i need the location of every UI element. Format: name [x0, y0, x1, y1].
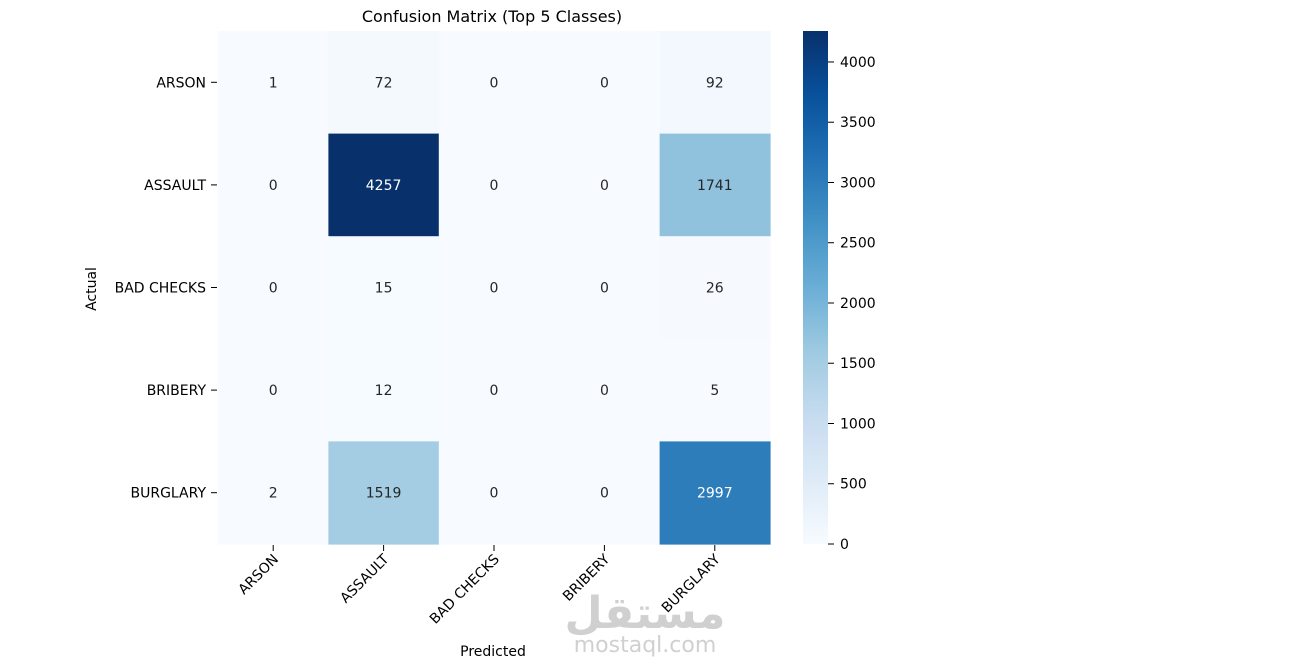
- colorbar-tick-label: 1000: [840, 416, 876, 432]
- heatmap-cell: [328, 133, 440, 237]
- heatmap-cell: [549, 31, 661, 135]
- heatmap-cell: [549, 338, 661, 442]
- x-axis-label: Predicted: [460, 644, 526, 660]
- heatmap-cell-value: 0: [600, 383, 609, 399]
- y-tick-label: ASSAULT: [144, 178, 206, 194]
- heatmap-cell: [659, 133, 771, 237]
- heatmap-cell: [328, 31, 440, 135]
- colorbar-tick-label: 500: [840, 477, 867, 493]
- chart-title: Confusion Matrix (Top 5 Classes): [362, 7, 622, 26]
- colorbar-tick-label: 1500: [840, 356, 876, 372]
- heatmap-cell-value: 0: [490, 75, 499, 91]
- watermark-logo-text: مستقل: [565, 588, 726, 639]
- heatmap-cell: [438, 236, 550, 340]
- colorbar-tick-label: 2500: [840, 236, 876, 252]
- heatmap-cell-value: 0: [269, 383, 278, 399]
- colorbar-tick-label: 3000: [840, 175, 876, 191]
- heatmap-cells: [218, 31, 771, 545]
- heatmap-cell-value: 0: [600, 75, 609, 91]
- heatmap-cell-value: 0: [600, 486, 609, 502]
- heatmap-cell-value: 26: [706, 281, 724, 297]
- heatmap-cell-value: 4257: [366, 178, 402, 194]
- heatmap-cell-value: 5: [710, 383, 719, 399]
- heatmap-cell: [438, 133, 550, 237]
- colorbar-tick-label: 3500: [840, 115, 876, 131]
- heatmap-cell: [328, 236, 440, 340]
- heatmap-cell-value: 92: [706, 75, 724, 91]
- heatmap-cell-value: 2: [269, 486, 278, 502]
- heatmap-cell-value: 1741: [697, 178, 733, 194]
- heatmap-cell: [659, 441, 771, 545]
- heatmap-cell-value: 1: [269, 75, 278, 91]
- heatmap-cell-value: 72: [375, 75, 393, 91]
- heatmap-cell-value: 0: [269, 281, 278, 297]
- heatmap-cell: [549, 236, 661, 340]
- colorbar-tick-label: 2000: [840, 296, 876, 312]
- heatmap-cell: [549, 441, 661, 545]
- heatmap-cell: [218, 338, 329, 442]
- heatmap-cell: [659, 338, 771, 442]
- y-axis-ticks: ARSON ASSAULT BAD CHECKS BRIBERY BURGLARY: [115, 75, 217, 502]
- heatmap-cell-value: 15: [375, 281, 393, 297]
- heatmap-cell-value: 12: [375, 383, 393, 399]
- heatmap-cell: [328, 441, 440, 545]
- heatmap-cell-value: 0: [490, 281, 499, 297]
- heatmap-cell: [218, 441, 329, 545]
- y-tick-label: ARSON: [156, 75, 206, 91]
- heatmap-cell: [438, 31, 550, 135]
- heatmap-cell: [328, 338, 440, 442]
- heatmap-cell: [218, 133, 329, 237]
- heatmap-cell-value: 0: [490, 486, 499, 502]
- colorbar-tick-label: 4000: [840, 55, 876, 71]
- heatmap-cell-value: 1519: [366, 486, 402, 502]
- y-tick-label: BAD CHECKS: [115, 281, 207, 297]
- heatmap-cell: [438, 338, 550, 442]
- y-axis-label: Actual: [84, 267, 100, 311]
- x-tick-label: ARSON: [236, 552, 282, 598]
- mostaql-watermark: مستقل mostaql.com: [565, 588, 726, 658]
- heatmap-cell: [659, 31, 771, 135]
- colorbar: 0 500 1000 1500 2000 2500 3000 3500 4000: [803, 31, 876, 553]
- heatmap-cell-value: 0: [600, 178, 609, 194]
- heatmap-cell: [549, 133, 661, 237]
- heatmap-cell-value: 0: [490, 178, 499, 194]
- x-tick-label: BAD CHECKS: [427, 551, 503, 627]
- x-tick-label: ASSAULT: [337, 551, 392, 606]
- heatmap-cell-value: 0: [490, 383, 499, 399]
- heatmap-cell: [438, 441, 550, 545]
- heatmap-cell-value: 0: [269, 178, 278, 194]
- heatmap-cell: [218, 31, 329, 135]
- heatmap-cell-value: 0: [600, 281, 609, 297]
- heatmap-cell: [218, 236, 329, 340]
- colorbar-tick-label: 0: [840, 537, 849, 553]
- heatmap-cell: [659, 236, 771, 340]
- heatmap-cell-value: 2997: [697, 486, 733, 502]
- colorbar-gradient: [803, 31, 828, 544]
- y-tick-label: BRIBERY: [147, 383, 207, 399]
- heatmap-cell-labels: 1 72 0 0 92 0 4257 0 0 1741 0 15 0 0 26 0 12 0 0 5 2 1519 0 0 29…: [269, 75, 733, 501]
- watermark-url-text: mostaql.com: [574, 633, 717, 658]
- y-tick-label: BURGLARY: [130, 486, 206, 502]
